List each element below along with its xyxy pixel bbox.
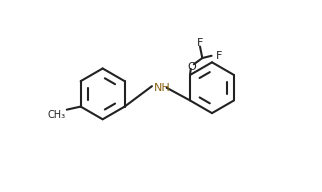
Text: CH₃: CH₃	[48, 110, 66, 120]
Text: F: F	[197, 38, 203, 48]
Text: NH: NH	[154, 83, 171, 93]
Text: O: O	[187, 62, 196, 72]
Text: F: F	[215, 51, 222, 61]
